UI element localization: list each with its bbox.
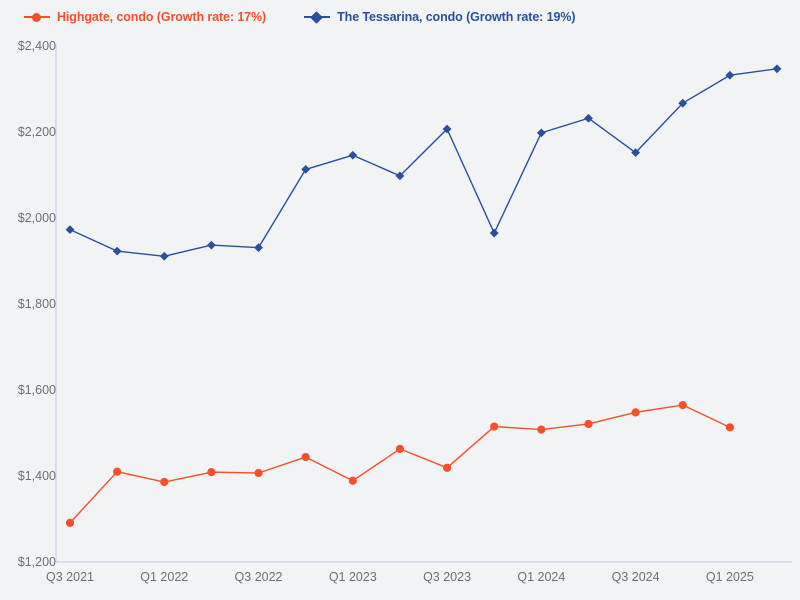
data-point-marker[interactable] [772, 64, 782, 74]
data-point-marker[interactable] [301, 452, 310, 462]
legend-label-highgate: Highgate, condo (Growth rate: 17%) [57, 10, 267, 24]
x-axis-tick-label: Q3 2023 [423, 570, 472, 584]
x-axis-tick-label: Q1 2025 [705, 570, 754, 584]
data-point-marker[interactable] [254, 243, 263, 253]
data-point-marker[interactable] [631, 148, 640, 158]
y-axis-tick-label: $1,600 [17, 383, 56, 397]
legend-marker-diamond-icon [304, 11, 331, 24]
data-point-marker[interactable] [65, 225, 75, 235]
data-point-marker[interactable] [489, 228, 499, 238]
data-point-marker[interactable] [348, 150, 358, 160]
legend-item-highgate[interactable]: Highgate, condo (Growth rate: 17%) [24, 10, 266, 24]
data-point-marker[interactable] [584, 419, 593, 429]
data-point-marker[interactable] [537, 425, 546, 434]
data-point-marker[interactable] [678, 400, 687, 410]
x-axis-tick-label: Q1 2024 [517, 570, 566, 584]
data-point-marker[interactable] [348, 476, 357, 485]
data-point-marker[interactable] [725, 70, 735, 80]
data-point-marker[interactable] [678, 98, 688, 108]
data-point-marker[interactable] [631, 408, 640, 417]
y-axis-tick-label: $1,200 [17, 555, 56, 569]
data-point-marker[interactable] [536, 128, 546, 138]
data-point-marker[interactable] [395, 444, 405, 454]
data-point-marker[interactable] [254, 468, 263, 478]
series-tessarina [65, 64, 782, 261]
y-axis-tick-label: $2,200 [17, 125, 56, 139]
data-point-marker[interactable] [113, 467, 122, 476]
data-point-marker[interactable] [65, 518, 75, 527]
legend-marker-circle-icon [24, 11, 50, 23]
legend-label-tessarina: The Tessarina, condo (Growth rate: 19%) [337, 10, 576, 24]
x-axis-tick-label: Q3 2022 [234, 570, 283, 584]
y-axis-tick-label: $2,400 [17, 39, 56, 53]
data-point-marker[interactable] [442, 124, 452, 134]
data-point-marker[interactable] [159, 251, 169, 261]
x-axis-tick-label: Q1 2023 [328, 570, 377, 584]
x-axis-tick-label: Q1 2022 [140, 570, 189, 584]
x-axis-tick-label: Q3 2024 [611, 570, 660, 584]
data-point-marker[interactable] [207, 240, 216, 250]
data-point-marker[interactable] [160, 477, 169, 487]
data-point-marker[interactable] [584, 113, 593, 123]
data-point-marker[interactable] [725, 423, 734, 432]
y-axis: $1,200 $1,400 $1,600 $1,800 $2,000 $2,200 $2,4… [0, 0, 56, 600]
data-point-marker[interactable] [207, 468, 216, 477]
y-axis-tick-label: $1,800 [17, 297, 56, 311]
data-point-marker[interactable] [490, 422, 499, 431]
data-point-marker[interactable] [301, 165, 311, 174]
data-point-marker[interactable] [112, 246, 122, 256]
chart-legend: Highgate, condo (Growth rate: 17%) The T… [0, 0, 800, 34]
y-axis-tick-label: $1,400 [17, 469, 56, 483]
data-point-marker[interactable] [442, 463, 452, 472]
x-axis-tick-label: Q3 2021 [46, 570, 94, 584]
series-highgate [65, 400, 734, 527]
y-axis-tick-label: $2,000 [17, 211, 56, 225]
legend-item-tessarina[interactable]: The Tessarina, condo (Growth rate: 19%) [304, 10, 576, 24]
data-point-marker[interactable] [395, 171, 405, 181]
